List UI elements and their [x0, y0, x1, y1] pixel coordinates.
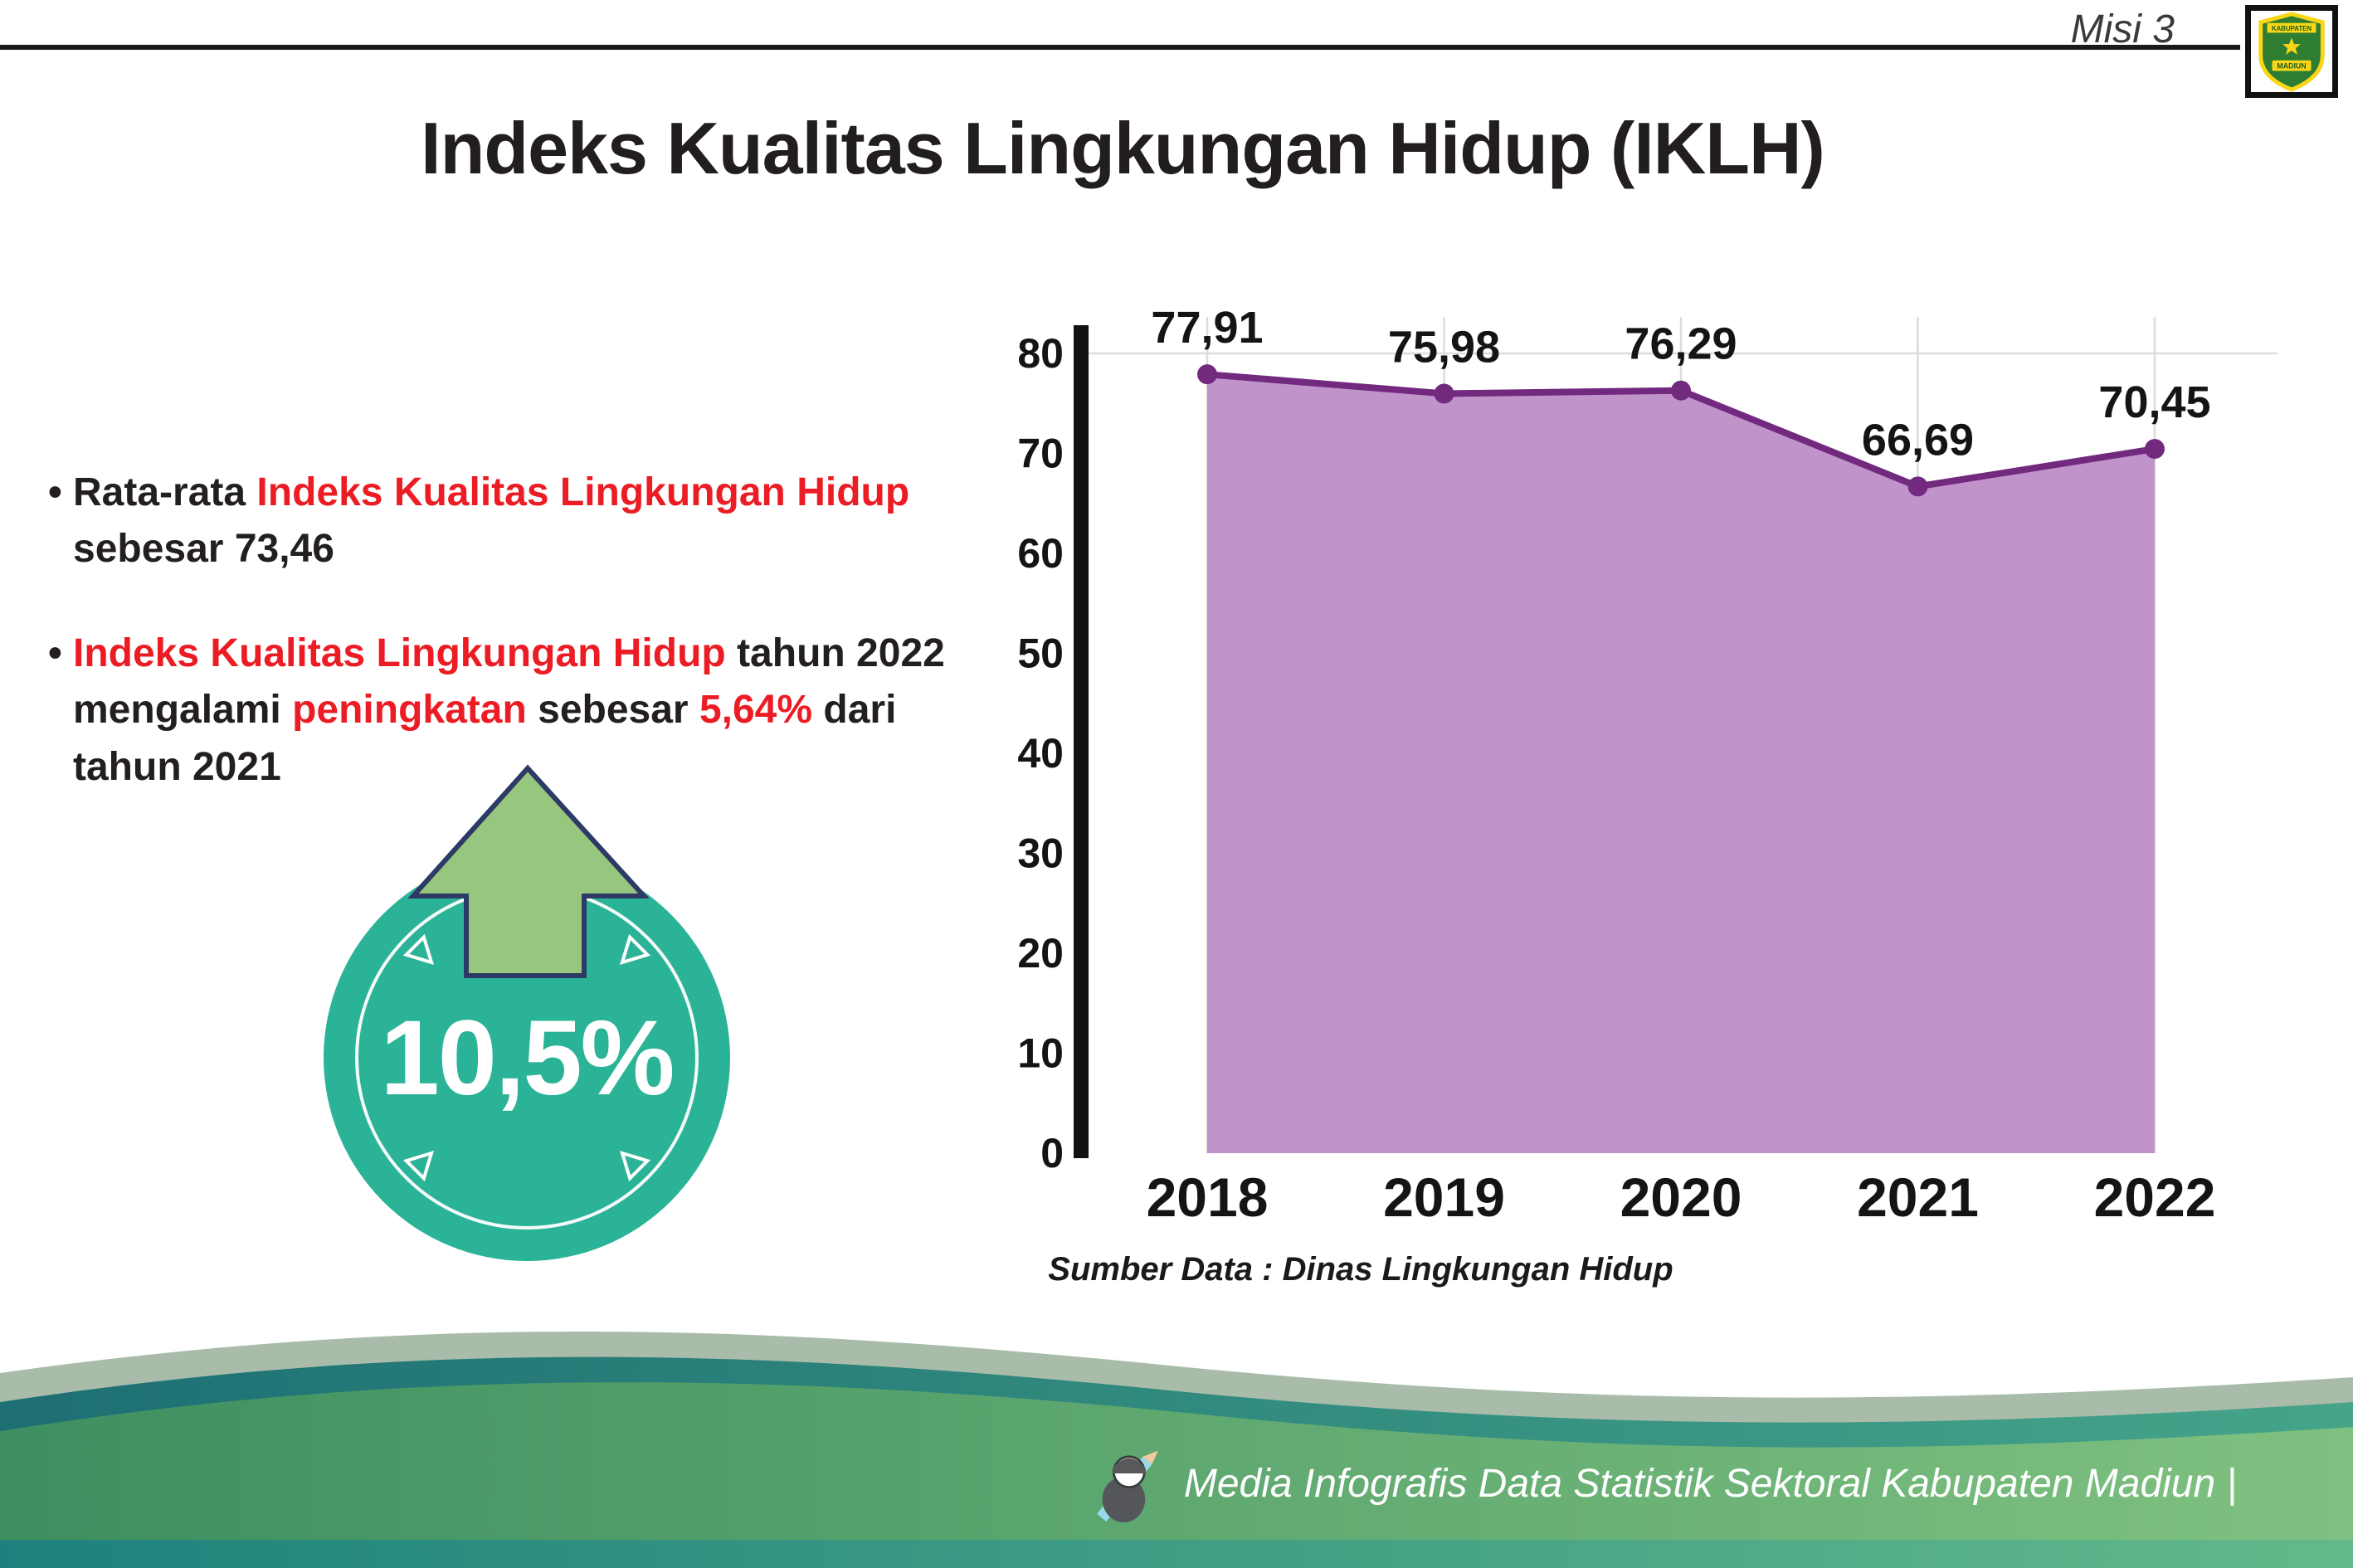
bullet-text-segment: Indeks Kualitas Lingkungan Hidup: [73, 631, 726, 676]
footer-caption: Media Infografis Data Statistik Sektoral…: [1089, 1439, 2237, 1528]
writer-mascot-icon: [1097, 1450, 1158, 1522]
y-axis-label: 70: [1017, 431, 1064, 477]
page-title: Indeks Kualitas Lingkungan Hidup (IKLH): [421, 107, 1825, 189]
value-label: 75,98: [1388, 322, 1500, 372]
x-axis-label: 2020: [1620, 1166, 1742, 1228]
bullet-average-iklh: Rata-rata Indeks Kualitas Lingkungan Hid…: [48, 465, 1011, 577]
x-axis-label: 2022: [2094, 1166, 2216, 1228]
footer-caption-text: Media Infografis Data Statistik Sektoral…: [1183, 1461, 2237, 1506]
data-point: [1197, 364, 1217, 385]
iklh-area-chart: 0 10 20 30 40 50 60 70 80 77,91 2018 75,98 2019 76,29…: [1017, 303, 2277, 1228]
arrow-up-icon: [407, 764, 650, 978]
x-axis-label: 2018: [1147, 1166, 1269, 1228]
key-findings-list: Rata-rata Indeks Kualitas Lingkungan Hid…: [48, 465, 1011, 844]
bullet-text-segment: dari tahun 2021: [73, 688, 897, 789]
bullet-text-segment: sebesar: [526, 688, 699, 733]
data-point: [2145, 439, 2165, 460]
y-axis-label: 30: [1017, 830, 1064, 877]
value-label: 66,69: [1862, 415, 1974, 465]
value-label: 76,29: [1625, 319, 1737, 369]
y-axis-label: 20: [1017, 930, 1064, 976]
y-axis-label: 40: [1017, 730, 1064, 777]
badge-percentage: 10,5%: [380, 998, 675, 1118]
bullet-text-segment: sebesar 73,46: [73, 527, 334, 572]
misi-label: Misi 3: [2070, 7, 2175, 51]
bullet-text-segment: Indeks Kualitas Lingkungan Hidup: [256, 470, 910, 514]
increase-badge: 10,5%: [324, 763, 738, 1269]
logo-top-text: KABUPATEN: [2272, 25, 2312, 32]
chart-source-note: Sumber Data : Dinas Lingkungan Hidup: [1048, 1251, 1673, 1288]
data-point: [1671, 380, 1691, 401]
y-axis: [1074, 325, 1089, 1158]
footer-wave-decoration: [0, 1332, 2353, 1568]
y-axis-label: 60: [1017, 530, 1064, 577]
value-label: 77,91: [1151, 303, 1263, 353]
kabupaten-madiun-logo: KABUPATEN MADIUN: [2245, 5, 2338, 98]
value-label: 70,45: [2098, 377, 2210, 427]
y-axis-label: 10: [1017, 1030, 1064, 1077]
kabupaten-madiun-emblem-icon: KABUPATEN MADIUN: [2258, 12, 2325, 92]
bullet-text-segment: tahun 2022 mengalami: [73, 631, 945, 733]
x-axis-label: 2019: [1383, 1166, 1505, 1228]
y-axis-label: 80: [1017, 330, 1064, 377]
data-point: [1434, 383, 1454, 404]
header-divider: [0, 45, 2240, 50]
y-axis-label: 50: [1017, 631, 1064, 677]
bullet-text-segment: Rata-rata: [73, 470, 257, 514]
area-fill: [1207, 374, 2155, 1153]
bullet-text-segment: peningkatan: [292, 688, 527, 733]
bullet-increase-2022: Indeks Kualitas Lingkungan Hidup tahun 2…: [48, 626, 1011, 795]
bullet-text-segment: 5,64%: [699, 688, 813, 733]
logo-bottom-text: MADIUN: [2277, 62, 2306, 71]
x-axis-label: 2021: [1857, 1166, 1979, 1228]
y-axis-label: 0: [1040, 1130, 1064, 1176]
data-point: [1907, 476, 1928, 497]
